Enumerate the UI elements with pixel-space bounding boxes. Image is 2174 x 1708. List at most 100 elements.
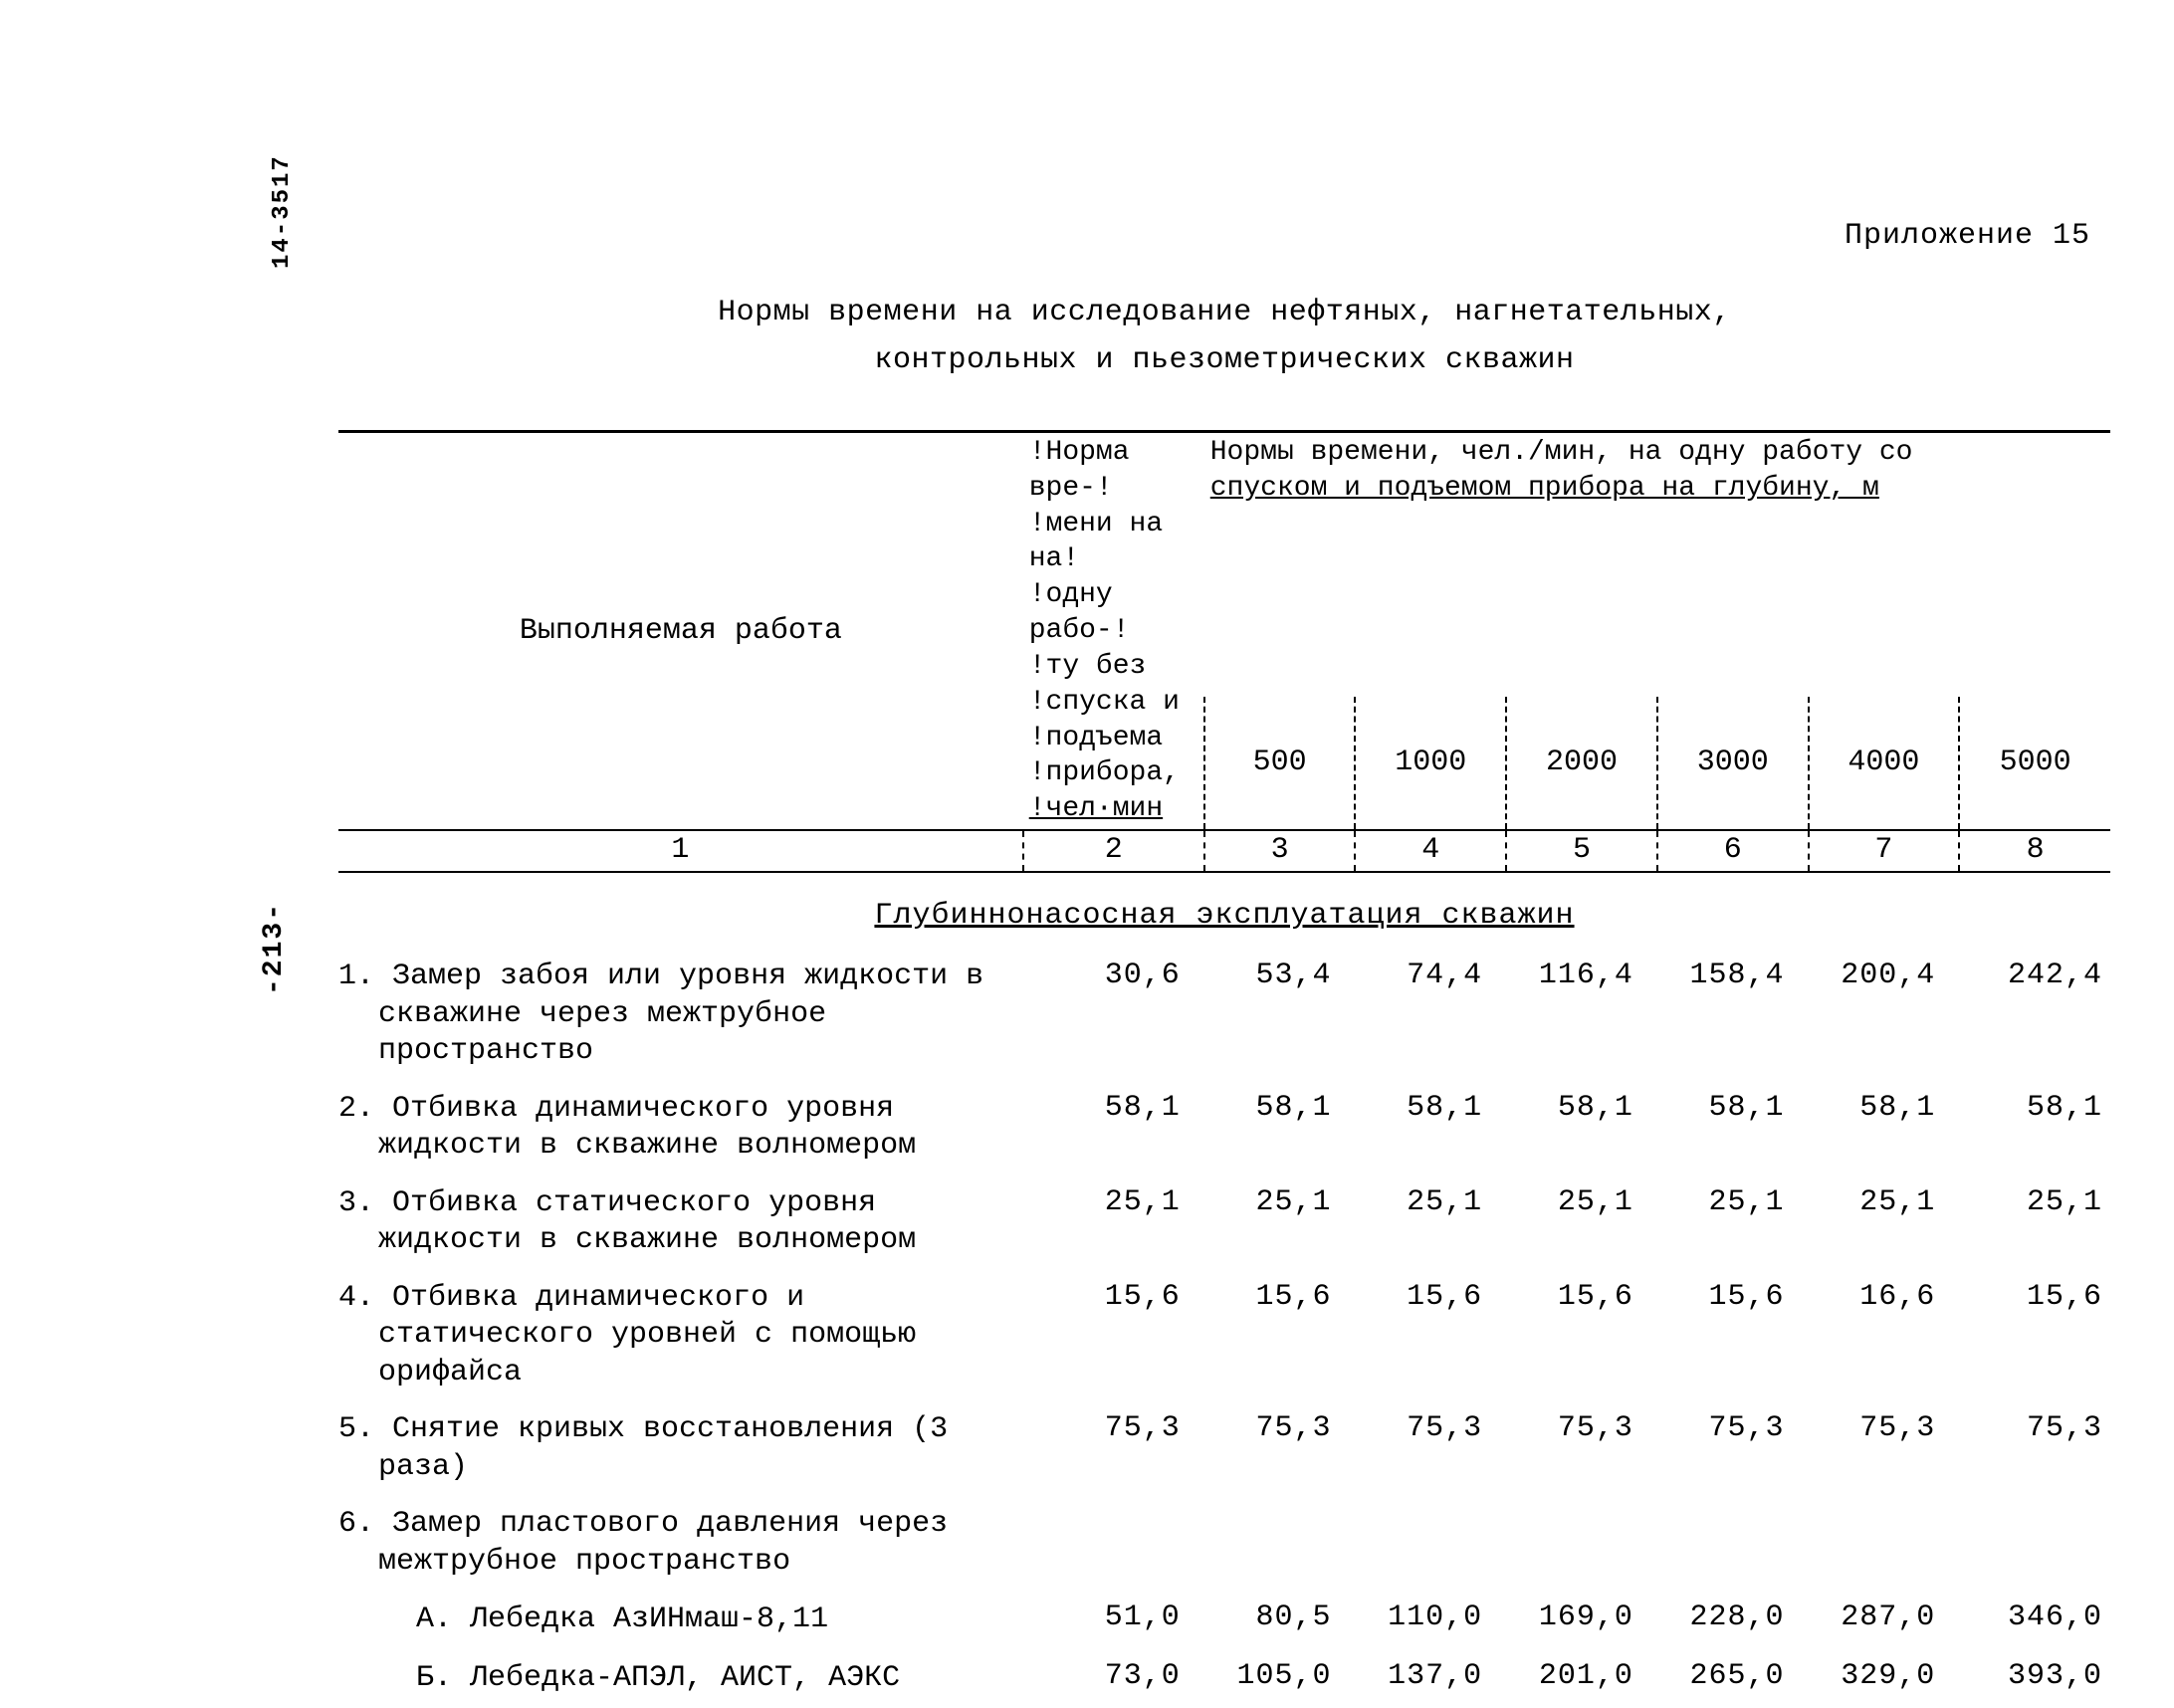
row-5-v1: 75,3 bbox=[1204, 1401, 1356, 1496]
row-6-text: 6. Замер пластового давления через межтр… bbox=[338, 1496, 1023, 1591]
sub-a-v4: 228,0 bbox=[1657, 1591, 1809, 1649]
hdr-c2-l3: !одну рабо-! bbox=[1029, 579, 1130, 646]
table-row: 6. Замер пластового давления через межтр… bbox=[338, 1496, 2110, 1591]
row-5-text: 5. Снятие кривых восстановления (3 раза) bbox=[338, 1401, 1023, 1496]
table-row: 4. Отбивка динамического и статического … bbox=[338, 1270, 2110, 1402]
row-4-v0: 15,6 bbox=[1023, 1270, 1204, 1402]
row-1-v4: 158,4 bbox=[1657, 949, 1809, 1081]
row-5-v5: 75,3 bbox=[1809, 1401, 1960, 1496]
row-3-text: 3. Отбивка статического уровня жидкости … bbox=[338, 1175, 1023, 1270]
row-2-v1: 58,1 bbox=[1204, 1081, 1356, 1175]
header-span: Нормы времени, чел./мин, на одну работу … bbox=[1204, 432, 2110, 697]
norms-table: Выполняемая работа !Норма вре-! !мени на… bbox=[338, 430, 2110, 1708]
row-2-v3: 58,1 bbox=[1506, 1081, 1657, 1175]
header-col2: !Норма вре-! !мени на на! !одну рабо-! !… bbox=[1023, 432, 1204, 831]
table-row: 5. Снятие кривых восстановления (3 раза)… bbox=[338, 1401, 2110, 1496]
sub-a-text: А. Лебедка АзИНмаш-8,11 bbox=[338, 1591, 1023, 1649]
hdr-c2-l6: !подъема bbox=[1029, 723, 1163, 753]
hdr-c2-l1: !Норма вре-! bbox=[1029, 437, 1130, 504]
sub-a-v1: 80,5 bbox=[1204, 1591, 1356, 1649]
row-6-v3 bbox=[1506, 1496, 1657, 1591]
row-4-v3: 15,6 bbox=[1506, 1270, 1657, 1402]
hdr-c2-l7: !прибора, bbox=[1029, 757, 1180, 788]
row-4-v1: 15,6 bbox=[1204, 1270, 1356, 1402]
row-4-v4: 15,6 bbox=[1657, 1270, 1809, 1402]
row-1-v1: 53,4 bbox=[1204, 949, 1356, 1081]
table-row: 1. Замер забоя или уровня жидкости в скв… bbox=[338, 949, 2110, 1081]
title-line-2: контрольных и пьезометрических скважин bbox=[874, 343, 1574, 377]
row-5-v2: 75,3 bbox=[1355, 1401, 1506, 1496]
row-5-v4: 75,3 bbox=[1657, 1401, 1809, 1496]
row-3-v6: 25,1 bbox=[1959, 1175, 2110, 1270]
sub-b-text: Б. Лебедка-АПЭЛ, АИСТ, АЭКС bbox=[338, 1649, 1023, 1708]
colnum-6: 6 bbox=[1657, 830, 1809, 872]
row-2-text: 2. Отбивка динамического уровня жидкости… bbox=[338, 1081, 1023, 1175]
row-4-v2: 15,6 bbox=[1355, 1270, 1506, 1402]
sub-a-v6: 346,0 bbox=[1959, 1591, 2110, 1649]
colnum-5: 5 bbox=[1506, 830, 1657, 872]
colnum-3: 3 bbox=[1204, 830, 1356, 872]
table-row: 3. Отбивка статического уровня жидкости … bbox=[338, 1175, 2110, 1270]
hdr-c2-l2: !мени на на! bbox=[1029, 509, 1163, 575]
row-6-v2 bbox=[1355, 1496, 1506, 1591]
sub-b-v5: 329,0 bbox=[1809, 1649, 1960, 1708]
hdr-500: 500 bbox=[1204, 697, 1356, 831]
row-5-v3: 75,3 bbox=[1506, 1401, 1657, 1496]
row-3-v5: 25,1 bbox=[1809, 1175, 1960, 1270]
row-4-v6: 15,6 bbox=[1959, 1270, 2110, 1402]
sub-a-v3: 169,0 bbox=[1506, 1591, 1657, 1649]
colnum-1: 1 bbox=[338, 830, 1023, 872]
row-1-v0: 30,6 bbox=[1023, 949, 1204, 1081]
row-6-v6 bbox=[1959, 1496, 2110, 1591]
sub-a-v5: 287,0 bbox=[1809, 1591, 1960, 1649]
row-1-v3: 116,4 bbox=[1506, 949, 1657, 1081]
row-2-v0: 58,1 bbox=[1023, 1081, 1204, 1175]
side-label-top: 14-3517 bbox=[269, 154, 296, 269]
row-2-v6: 58,1 bbox=[1959, 1081, 2110, 1175]
hdr-c2-l8: !чел·мин bbox=[1029, 793, 1163, 824]
row-3-v3: 25,1 bbox=[1506, 1175, 1657, 1270]
document-content: Приложение 15 Нормы времени на исследова… bbox=[338, 219, 2110, 1708]
row-1-v2: 74,4 bbox=[1355, 949, 1506, 1081]
row-1-v5: 200,4 bbox=[1809, 949, 1960, 1081]
hdr-span-l1: Нормы времени, чел./мин, на одну работу … bbox=[1210, 437, 1913, 468]
sub-a-v0: 51,0 bbox=[1023, 1591, 1204, 1649]
hdr-4000: 4000 bbox=[1809, 697, 1960, 831]
row-2-v5: 58,1 bbox=[1809, 1081, 1960, 1175]
title-line-1: Нормы времени на исследование нефтяных, … bbox=[718, 296, 1731, 329]
document-title: Нормы времени на исследование нефтяных, … bbox=[338, 289, 2110, 384]
row-1-text: 1. Замер забоя или уровня жидкости в скв… bbox=[338, 949, 1023, 1081]
sub-b-v1: 105,0 bbox=[1204, 1649, 1356, 1708]
row-4-text: 4. Отбивка динамического и статического … bbox=[338, 1270, 1023, 1402]
sub-b-v0: 73,0 bbox=[1023, 1649, 1204, 1708]
row-6-v1 bbox=[1204, 1496, 1356, 1591]
hdr-c2-l5: !спуска и bbox=[1029, 687, 1180, 718]
sub-b-v2: 137,0 bbox=[1355, 1649, 1506, 1708]
row-2-v2: 58,1 bbox=[1355, 1081, 1506, 1175]
colnum-2: 2 bbox=[1023, 830, 1204, 872]
row-3-v4: 25,1 bbox=[1657, 1175, 1809, 1270]
row-3-v1: 25,1 bbox=[1204, 1175, 1356, 1270]
hdr-1000: 1000 bbox=[1355, 697, 1506, 831]
appendix-label: Приложение 15 bbox=[338, 219, 2110, 253]
side-label-page: -213- bbox=[259, 902, 290, 995]
row-4-v5: 16,6 bbox=[1809, 1270, 1960, 1402]
sub-a-v2: 110,0 bbox=[1355, 1591, 1506, 1649]
sub-b-v3: 201,0 bbox=[1506, 1649, 1657, 1708]
sub-b-v4: 265,0 bbox=[1657, 1649, 1809, 1708]
row-1-v6: 242,4 bbox=[1959, 949, 2110, 1081]
row-5-v0: 75,3 bbox=[1023, 1401, 1204, 1496]
colnum-7: 7 bbox=[1809, 830, 1960, 872]
row-2-v4: 58,1 bbox=[1657, 1081, 1809, 1175]
row-5-v6: 75,3 bbox=[1959, 1401, 2110, 1496]
colnum-4: 4 bbox=[1355, 830, 1506, 872]
section-heading: Глубиннонасосная эксплуатация скважин bbox=[338, 885, 2110, 949]
table-row: 2. Отбивка динамического уровня жидкости… bbox=[338, 1081, 2110, 1175]
row-6-v4 bbox=[1657, 1496, 1809, 1591]
hdr-5000: 5000 bbox=[1959, 697, 2110, 831]
sub-b-v6: 393,0 bbox=[1959, 1649, 2110, 1708]
row-3-v2: 25,1 bbox=[1355, 1175, 1506, 1270]
hdr-3000: 3000 bbox=[1657, 697, 1809, 831]
hdr-span-l2: спуском и подъемом прибора на глубину, м bbox=[1210, 473, 1879, 504]
colnum-8: 8 bbox=[1959, 830, 2110, 872]
